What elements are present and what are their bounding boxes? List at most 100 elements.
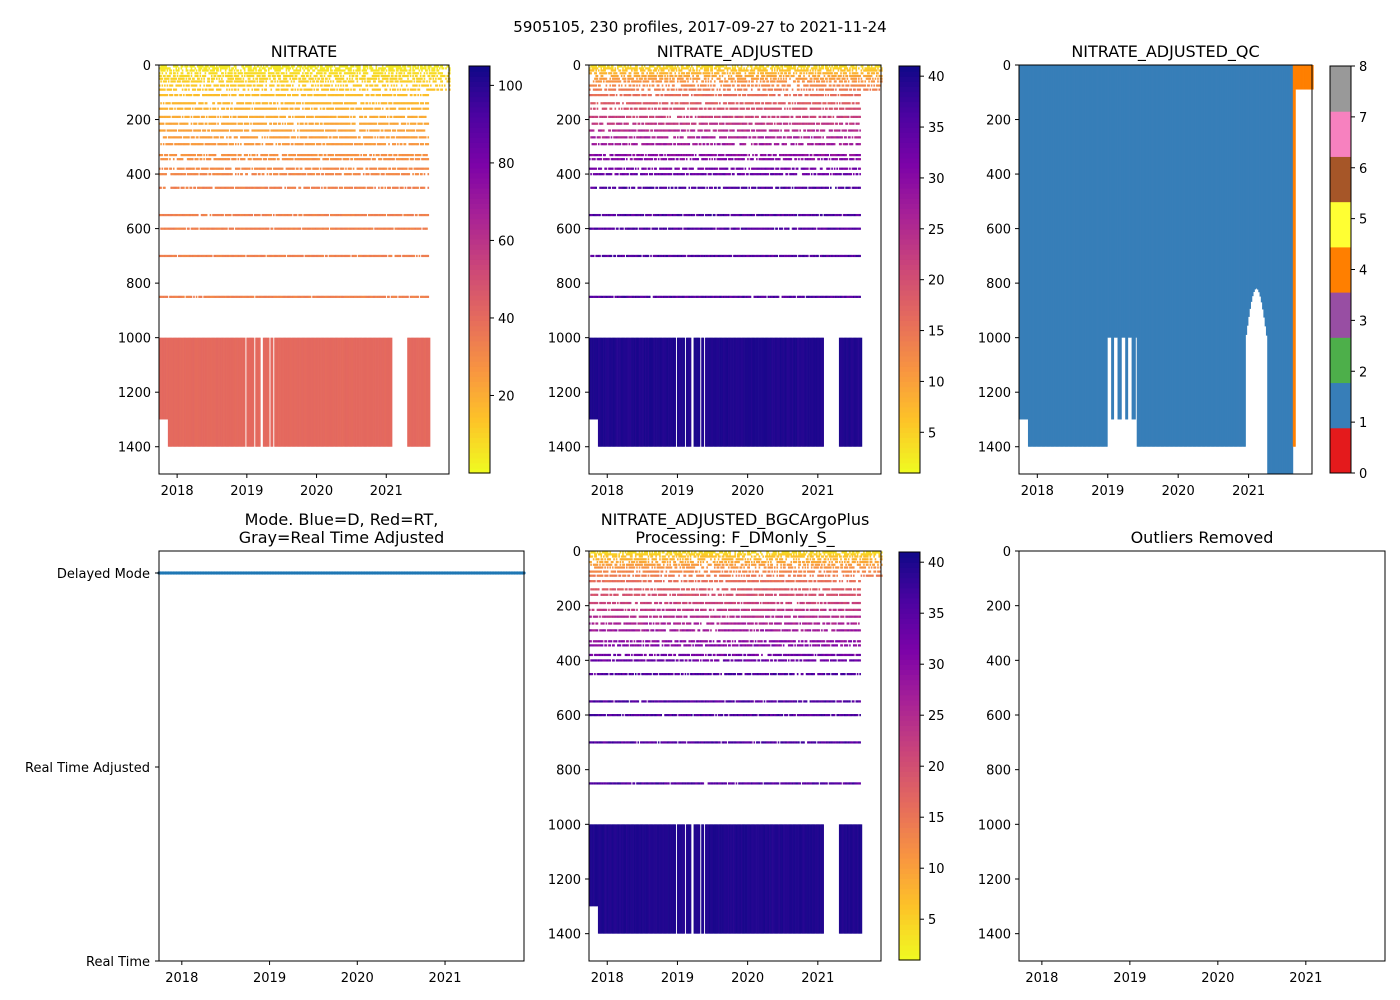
heatmap-cell [400, 255, 402, 257]
heatmap-cell [289, 116, 291, 118]
heatmap-cell [235, 154, 237, 156]
heatmap-cell [203, 158, 205, 160]
heatmap-cell [378, 75, 380, 77]
heatmap-cell [235, 158, 237, 160]
heatmap-cell [351, 143, 353, 145]
heatmap-cell [188, 80, 190, 82]
heatmap-cell [353, 80, 355, 82]
heatmap-cell [421, 123, 423, 125]
heatmap-cell [357, 80, 359, 82]
heatmap-cell [319, 173, 321, 175]
heatmap-cell [355, 255, 357, 257]
heatmap-cell [297, 123, 299, 125]
heatmap-cell [206, 102, 208, 104]
heatmap-cell [331, 65, 333, 67]
heatmap-cell [387, 78, 389, 80]
heatmap-cell [397, 123, 399, 125]
heatmap-cell [359, 136, 361, 138]
heatmap-cell [350, 89, 352, 91]
heatmap-cell [602, 123, 604, 125]
heatmap-cell [416, 214, 418, 216]
heatmap-cell [367, 89, 369, 91]
heatmap-cell [387, 80, 389, 82]
heatmap-cell [594, 102, 596, 104]
heatmap-cell [251, 214, 253, 216]
heatmap-cell [593, 129, 595, 131]
heatmap-cell [322, 255, 324, 257]
heatmap-cell [203, 116, 205, 118]
heatmap-cell [163, 123, 165, 125]
heatmap-cell [194, 89, 196, 91]
heatmap-cell [335, 116, 337, 118]
heatmap-cell [194, 67, 196, 69]
heatmap-cell [359, 65, 361, 67]
heatmap-cell [393, 69, 395, 71]
colorbar-step [469, 427, 490, 433]
heatmap-cell [177, 123, 179, 125]
colorbar-step [469, 442, 490, 448]
colorbar-step [469, 81, 490, 87]
heatmap-cell [378, 129, 380, 131]
heatmap-cell [230, 116, 232, 118]
heatmap-cell [291, 214, 293, 216]
heatmap-cell [292, 89, 294, 91]
heatmap-cell [170, 168, 172, 170]
heatmap-cell [300, 187, 302, 189]
heatmap-cell [202, 143, 204, 145]
heatmap-cell [184, 228, 186, 230]
heatmap-cell [278, 158, 280, 160]
colorbar-step [469, 376, 490, 382]
colorbar-step [469, 305, 490, 311]
heatmap-cell [425, 67, 427, 69]
heatmap-cell [424, 129, 426, 131]
heatmap-cell [246, 116, 248, 118]
heatmap-cell [295, 187, 297, 189]
heatmap-cell [331, 84, 333, 86]
colorbar-step [469, 432, 490, 438]
heatmap-cell [396, 296, 398, 298]
heatmap-cell [211, 75, 213, 77]
panels: 2018 2019 2020 2021020040060080010001200140… [25, 42, 1385, 986]
heatmap-cell [417, 296, 419, 298]
heatmap-cell [430, 84, 432, 86]
heatmap-cell [359, 67, 361, 69]
heatmap-cell [302, 102, 304, 104]
heatmap-cell [273, 214, 275, 216]
heatmap-cell [197, 75, 199, 77]
heatmap-cell [196, 69, 198, 71]
heatmap-cell [273, 94, 275, 96]
heatmap-cell [243, 78, 245, 80]
heatmap-cell [169, 75, 171, 77]
heatmap-cell [429, 338, 431, 447]
colorbar-step [469, 158, 490, 164]
heatmap-cell [210, 158, 212, 160]
heatmap-cell [241, 129, 243, 131]
colorbar-step [469, 270, 490, 276]
heatmap-cell [327, 228, 329, 230]
heatmap-cell [286, 72, 288, 74]
heatmap-cell [424, 187, 426, 189]
heatmap-cell [249, 168, 251, 170]
heatmap-cell [182, 158, 184, 160]
heatmap-cell [241, 72, 243, 74]
heatmap-cell [321, 123, 323, 125]
heatmap-cell [160, 102, 162, 104]
heatmap-cell [277, 102, 279, 104]
heatmap-cell [338, 168, 340, 170]
heatmap-cell [597, 123, 599, 125]
heatmap-cell [420, 228, 422, 230]
heatmap-cell [349, 255, 351, 257]
heatmap-cell [603, 80, 605, 82]
heatmap-cell [175, 129, 177, 131]
heatmap-cell [203, 80, 205, 82]
y-tick-label: 600 [126, 223, 151, 238]
heatmap-cell [400, 65, 402, 67]
heatmap-cell [433, 78, 435, 80]
colorbar-step [469, 137, 490, 143]
heatmap-cell [257, 78, 259, 80]
colorbar-step [469, 168, 490, 174]
heatmap-cell [182, 116, 184, 118]
heatmap-cell [382, 187, 384, 189]
heatmap-cell [220, 75, 222, 77]
colorbar-step [469, 361, 490, 367]
